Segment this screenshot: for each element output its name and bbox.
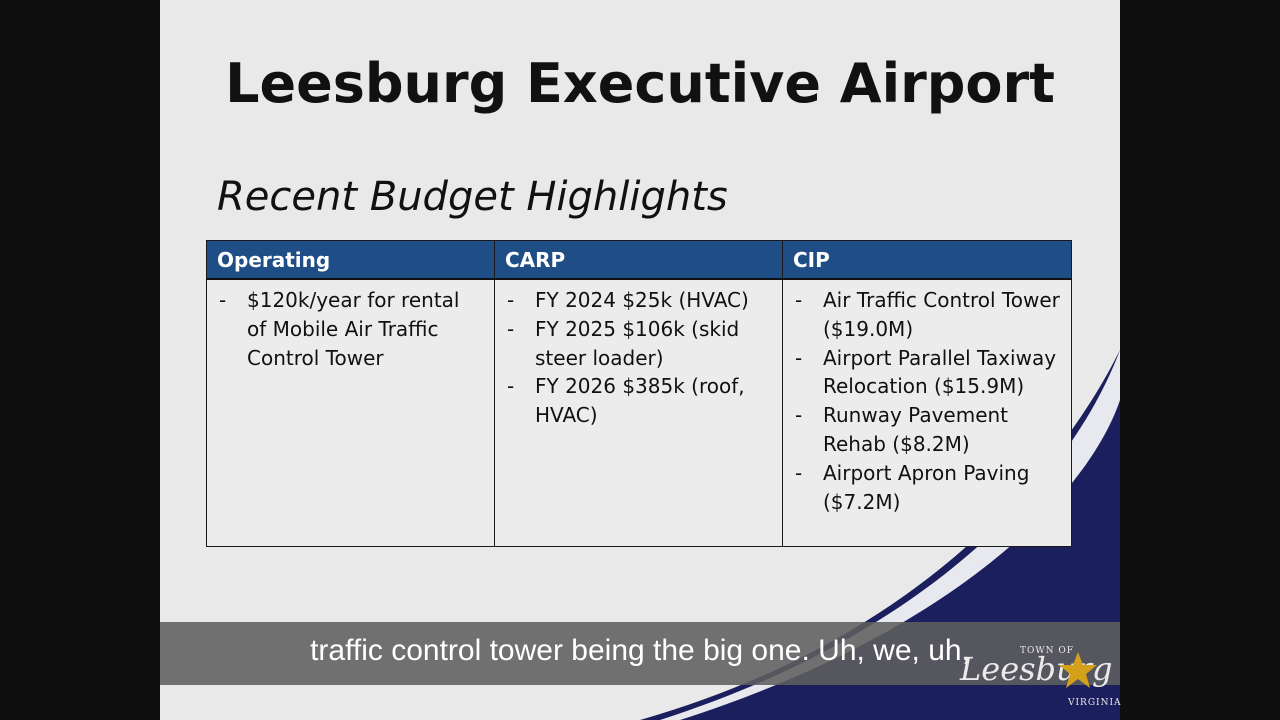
cip-list: Air Traffic Control Tower ($19.0M) Airpo… xyxy=(793,286,1061,516)
star-icon xyxy=(1059,652,1097,688)
list-item: $120k/year for rental of Mobile Air Traf… xyxy=(217,286,484,372)
slide-subtitle: Recent Budget Highlights xyxy=(217,174,728,220)
list-item: Airport Parallel Taxiway Relocation ($15… xyxy=(793,344,1061,402)
table-header-row: Operating CARP CIP xyxy=(206,240,1072,280)
list-item: Air Traffic Control Tower ($19.0M) xyxy=(793,286,1061,344)
list-item: FY 2024 $25k (HVAC) xyxy=(505,286,772,315)
presentation-slide: Leesburg Executive Airport Recent Budget… xyxy=(160,0,1120,720)
header-cip: CIP xyxy=(782,240,1072,280)
operating-list: $120k/year for rental of Mobile Air Traf… xyxy=(217,286,484,372)
header-carp: CARP xyxy=(494,240,783,280)
table-row: $120k/year for rental of Mobile Air Traf… xyxy=(206,278,1072,547)
list-item: Airport Apron Paving ($7.2M) xyxy=(793,459,1061,517)
carp-cell: FY 2024 $25k (HVAC) FY 2025 $106k (skid … xyxy=(494,278,783,547)
slide-title: Leesburg Executive Airport xyxy=(225,52,1055,115)
list-item: Runway Pavement Rehab ($8.2M) xyxy=(793,401,1061,459)
caption-bar xyxy=(160,622,1120,685)
caption-text: traffic control tower being the big one.… xyxy=(310,634,970,667)
list-item: FY 2026 $385k (roof, HVAC) xyxy=(505,372,772,430)
town-logo: TOWN OF Leesburg VIRGINIA xyxy=(960,640,1122,720)
cip-cell: Air Traffic Control Tower ($19.0M) Airpo… xyxy=(782,278,1072,547)
logo-bottom-text: VIRGINIA xyxy=(1068,698,1122,708)
header-operating: Operating xyxy=(206,240,495,280)
carp-list: FY 2024 $25k (HVAC) FY 2025 $106k (skid … xyxy=(505,286,772,430)
list-item: FY 2025 $106k (skid steer loader) xyxy=(505,315,772,373)
budget-table: Operating CARP CIP $120k/year for rental… xyxy=(206,240,1072,547)
logo-top-text: TOWN OF xyxy=(1020,646,1074,656)
operating-cell: $120k/year for rental of Mobile Air Traf… xyxy=(206,278,495,547)
